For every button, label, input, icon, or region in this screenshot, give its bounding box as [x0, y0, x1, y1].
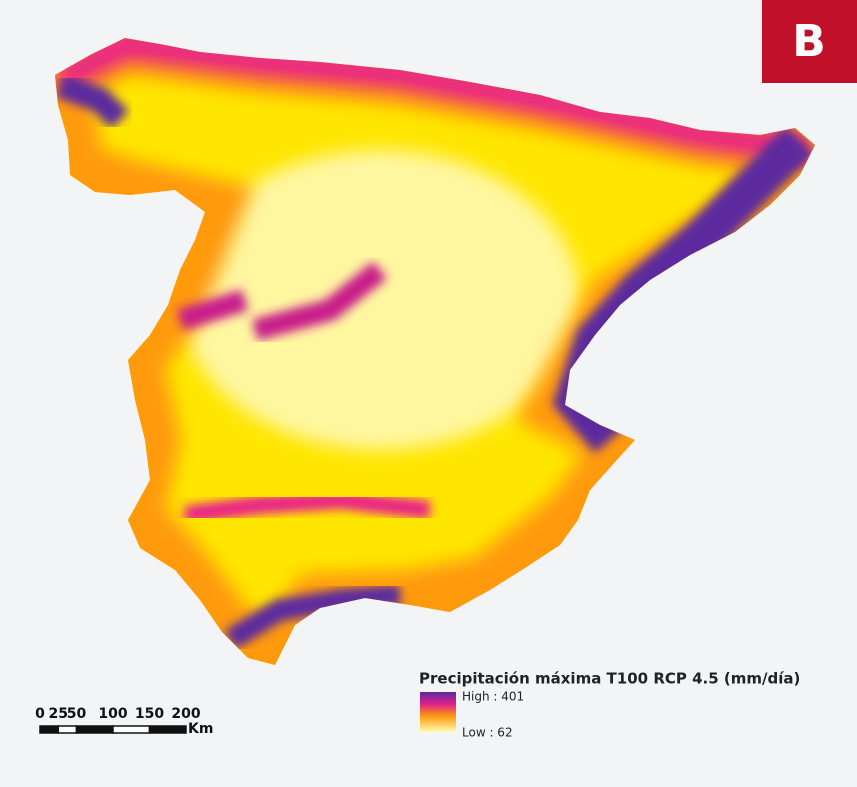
- badge: [762, 0, 857, 83]
- legend-low: Low : 62: [462, 726, 513, 740]
- legend-title: Precipitación máxima T100 RCP 4.5 (mm/dí…: [419, 670, 800, 688]
- scale-unit: Km: [188, 721, 213, 737]
- scale-segment: [39, 725, 59, 734]
- legend-high: High : 401: [462, 690, 524, 704]
- scale-label: 50: [67, 706, 87, 722]
- scale-segment: [57, 725, 78, 734]
- scale-label: 0: [35, 706, 45, 722]
- scale-label: 200: [171, 706, 200, 722]
- scale-label: 100: [98, 706, 127, 722]
- scale-segment: [148, 725, 187, 734]
- scale-segment: [75, 725, 114, 734]
- scale-label: 150: [135, 706, 164, 722]
- legend-ramp: [420, 692, 456, 732]
- scale-label: 25: [49, 706, 68, 722]
- scale-segment: [112, 725, 151, 734]
- badge-label: B: [792, 16, 826, 67]
